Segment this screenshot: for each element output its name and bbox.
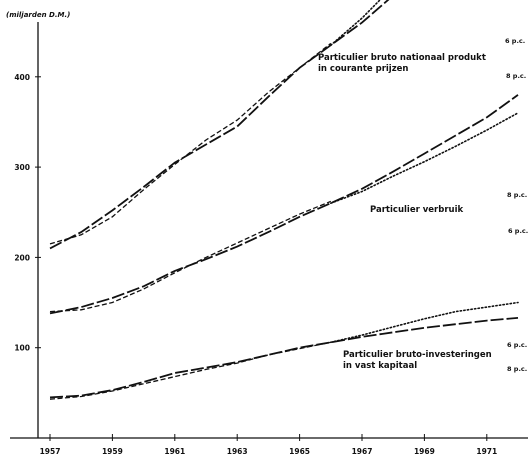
growth-rate-label: 6 p.c. bbox=[508, 227, 528, 235]
y-tick-label: 100 bbox=[14, 344, 30, 353]
series-group-label: Particulier bruto-investeringen bbox=[343, 350, 492, 360]
y-tick-label: 300 bbox=[14, 163, 30, 172]
series-line-0-1 bbox=[329, 0, 381, 47]
series-group-label: in vast kapitaal bbox=[343, 361, 417, 371]
unit-label: (miljarden D.M.) bbox=[6, 11, 70, 19]
axis-ticks: 1957 1959 1961 1963 1965 1967 1969 1971 100 200 30… bbox=[14, 73, 497, 456]
growth-rate-label: 8 p.c. bbox=[507, 365, 527, 373]
series-group-label: Particulier bruto nationaal produkt bbox=[318, 53, 486, 63]
x-tick-label: 1971 bbox=[476, 447, 497, 456]
growth-rate-label: 6 p.c. bbox=[505, 37, 525, 45]
series-line-1-1 bbox=[329, 112, 519, 204]
x-tick-label: 1963 bbox=[227, 447, 248, 456]
x-tick-label: 1965 bbox=[289, 447, 310, 456]
x-tick-label: 1967 bbox=[352, 447, 373, 456]
growth-rate-label: 8 p.c. bbox=[506, 72, 526, 80]
y-tick-label: 200 bbox=[14, 253, 30, 262]
series-group-label: in courante prijzen bbox=[318, 64, 409, 74]
x-tick-label: 1961 bbox=[164, 447, 185, 456]
series-lines bbox=[49, 0, 519, 400]
series-line-1-0 bbox=[49, 94, 519, 315]
series-group-label: Particulier verbruik bbox=[370, 205, 463, 215]
series-line-1-2 bbox=[49, 200, 332, 313]
x-tick-label: 1957 bbox=[40, 447, 61, 456]
growth-rate-label: 8 p.c. bbox=[507, 191, 527, 199]
series-line-0-2 bbox=[49, 42, 332, 245]
y-tick-label: 400 bbox=[14, 73, 30, 82]
x-tick-label: 1959 bbox=[102, 447, 123, 456]
growth-rate-label: 6 p.c. bbox=[507, 341, 527, 349]
x-tick-label: 1969 bbox=[414, 447, 435, 456]
series-line-0-0 bbox=[49, 0, 390, 250]
series-line-2-2 bbox=[49, 341, 331, 400]
series-line-2-1 bbox=[329, 301, 519, 344]
